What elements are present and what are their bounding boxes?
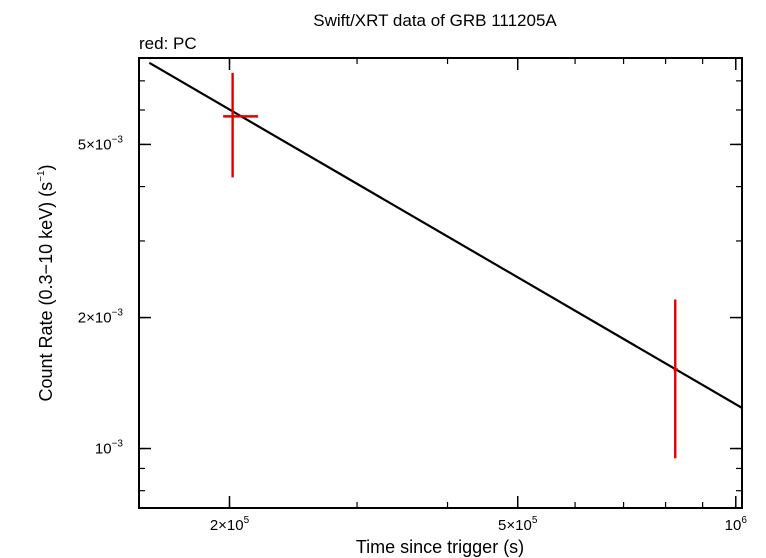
data-point <box>673 299 678 459</box>
y-axis-label: Count Rate (0.3−10 keV) (s−1) <box>36 164 56 401</box>
model-fit <box>148 61 742 409</box>
y-tick-label: 2×10−3 <box>78 308 124 327</box>
x-axis-label: Time since trigger (s) <box>356 537 524 557</box>
major-ticks <box>139 58 742 508</box>
x-tick-label: 2×105 <box>210 515 250 534</box>
legend-label: red: PC <box>139 34 197 53</box>
chart-title: Swift/XRT data of GRB 111205A <box>313 11 557 30</box>
plot-frame <box>138 57 743 509</box>
minor-ticks <box>139 58 742 508</box>
x-tick-label: 106 <box>725 515 748 534</box>
y-axis-label-exp: −1 <box>36 170 47 182</box>
data-points <box>223 72 678 459</box>
model-fit-line <box>148 61 742 409</box>
data-point <box>223 72 259 178</box>
x-tick-label: 5×105 <box>498 515 538 534</box>
y-tick-label: 5×10−3 <box>78 134 124 153</box>
tick-labels: 2×105 5×105 106 5×10−3 2×10−3 10−3 <box>78 134 748 534</box>
y-axis-label-close: ) <box>36 164 56 170</box>
y-axis-label-main: Count Rate (0.3−10 keV) (s <box>36 182 56 402</box>
y-tick-label: 10−3 <box>95 439 124 458</box>
